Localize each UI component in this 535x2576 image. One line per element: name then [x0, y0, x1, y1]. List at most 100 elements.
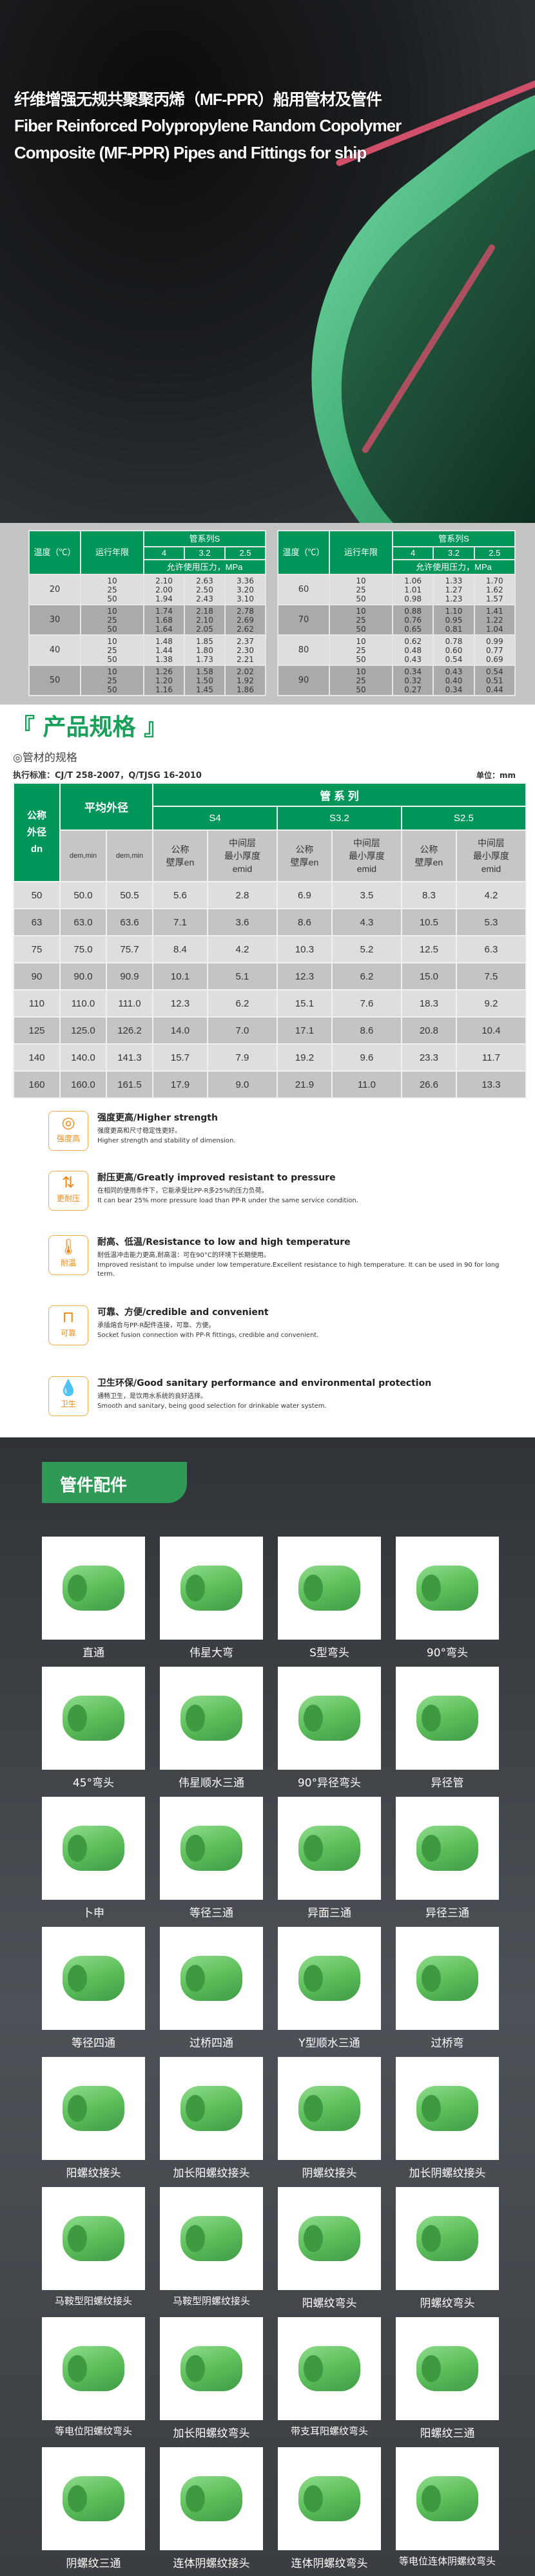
fitting-image[interactable] [396, 2447, 499, 2550]
fitting-shape [298, 2346, 360, 2391]
cell-temp: 50 [28, 665, 81, 696]
fitting-image[interactable] [42, 2187, 145, 2290]
table-cell: 4.2 [206, 935, 278, 963]
table-cell: 10.4 [455, 1016, 527, 1045]
fitting-image[interactable] [42, 1797, 145, 1900]
fitting-image[interactable] [160, 2447, 263, 2550]
fitting-image[interactable] [160, 1537, 263, 1640]
fitting-image[interactable] [42, 1667, 145, 1770]
fitting-image[interactable] [278, 1797, 381, 1900]
fitting-image[interactable] [160, 2057, 263, 2160]
feature-desc-cn: 通畅卫生，是饮用水系统的良好选择。 [97, 1393, 207, 1400]
fitting-image[interactable] [160, 2187, 263, 2290]
fitting-image[interactable] [278, 1667, 381, 1770]
fitting-shape [63, 2216, 124, 2261]
fitting-image[interactable] [278, 2317, 381, 2420]
table-cell: 15.7 [152, 1043, 208, 1072]
header-series: 管系列S [143, 530, 266, 547]
table-cell: 63.0 [59, 908, 107, 936]
feature-icon-label: 卫生 [60, 1399, 76, 1408]
cell-temp: 90 [277, 665, 330, 696]
fitting-shape [180, 2476, 242, 2521]
table-row: 63 63.0 63.6 7.1 3.6 8.6 4.3 10.5 5.3 [13, 908, 527, 936]
unit-text: 单位：mm [476, 771, 516, 780]
fitting-image[interactable] [42, 2317, 145, 2420]
table-row: 50 50.0 50.5 5.6 2.8 6.9 3.5 8.3 4.2 [13, 881, 527, 909]
cell-c2: 0.43 0.40 0.34 [433, 665, 475, 696]
cell-temp: 70 [277, 604, 330, 636]
table-cell: 50.5 [106, 881, 153, 909]
fitting-label: 90°弯头 [426, 1647, 469, 1660]
header-series: 管 系 列 [152, 782, 527, 807]
fitting-image[interactable] [396, 1927, 499, 2030]
fitting-label: 异面三通 [307, 1907, 351, 1920]
fitting-image[interactable] [160, 1927, 263, 2030]
table-cell: 7.0 [206, 1016, 278, 1045]
fitting-shape [298, 1956, 360, 2001]
fitting-image[interactable] [160, 1797, 263, 1900]
table-cell: 140 [13, 1043, 61, 1072]
feature-icon-box: 💧 卫生 [48, 1376, 88, 1416]
fitting-image[interactable] [42, 2057, 145, 2160]
fitting-image[interactable] [396, 1797, 499, 1900]
cell-temp: 60 [277, 574, 330, 605]
fitting-label: 阴螺纹接头 [302, 2167, 357, 2180]
table-row: 80 10 25 50 0.62 0.48 0.43 0.78 0.60 0.54 0.… [277, 634, 516, 666]
table-row: 40 10 25 50 1.48 1.44 1.38 1.85 1.80 1.73 2.… [28, 634, 267, 666]
fitting-image[interactable] [42, 1927, 145, 2030]
table-cell: 5.3 [455, 908, 527, 936]
header-dn: 公称 外径 dn [13, 782, 61, 882]
fitting-image[interactable] [396, 2187, 499, 2290]
table-cell: 3.6 [206, 908, 278, 936]
fitting-image[interactable] [278, 2187, 381, 2290]
cell-c2: 1.58 1.50 1.45 [183, 665, 226, 696]
hero-banner: 纤维增强无规共聚聚丙烯（MF-PPR）船用管材及管件 Fiber Reinfor… [0, 0, 535, 523]
fitting-image[interactable] [278, 1537, 381, 1640]
cell-c1: 1.48 1.44 1.38 [143, 634, 185, 666]
table-cell: 111.0 [106, 989, 153, 1018]
fitting-shape [416, 2086, 478, 2131]
fitting-label: 阴螺纹弯头 [420, 2297, 475, 2310]
header-s-value: 4 [391, 546, 434, 560]
fitting-image[interactable] [396, 1537, 499, 1640]
fitting-image[interactable] [396, 2057, 499, 2160]
ring-icon: ◎ [61, 1113, 75, 1132]
hero-title-cn: 纤维增强无规共聚聚丙烯（MF-PPR）船用管材及管件 [14, 91, 382, 109]
table-cell: 9.6 [331, 1043, 402, 1072]
thermometer-icon: 🌡 [58, 1238, 79, 1256]
table-cell: 10.3 [276, 935, 333, 963]
table-cell: 160.0 [59, 1070, 107, 1099]
fitting-image[interactable] [42, 2447, 145, 2550]
table-cell: 110 [13, 989, 61, 1018]
fitting-image[interactable] [278, 1927, 381, 2030]
fitting-image[interactable] [396, 2317, 499, 2420]
fitting-image[interactable] [278, 2057, 381, 2160]
fitting-image[interactable] [278, 2447, 381, 2550]
fitting-image[interactable] [160, 1667, 263, 1770]
table-cell: 7.5 [455, 962, 527, 990]
feature-icon-label: 可靠 [60, 1329, 76, 1338]
cell-c3: 1.70 1.62 1.57 [473, 574, 516, 605]
table-cell: 3.5 [331, 881, 402, 909]
fitting-image[interactable] [160, 2317, 263, 2420]
fitting-label: 直通 [83, 1647, 104, 1660]
fitting-label: 马鞍型阳螺纹接头 [54, 2295, 132, 2307]
header-en: 公称 壁厚en [152, 829, 208, 882]
fitting-shape [180, 1566, 242, 1611]
fitting-label: 阴螺纹三通 [66, 2557, 121, 2570]
fitting-shape [298, 1826, 360, 1871]
fitting-label: 阳螺纹三通 [420, 2427, 475, 2440]
fitting-shape [416, 1956, 478, 2001]
feature-desc-cn: 强度更高和尺寸稳定性更好。 [97, 1128, 181, 1135]
fitting-image[interactable] [42, 1537, 145, 1640]
table-cell: 6.2 [206, 989, 278, 1018]
cell-c1: 1.06 1.01 0.98 [391, 574, 434, 605]
table-row: 160 160.0 161.5 17.9 9.0 21.9 11.0 26.6 13.3 [13, 1070, 527, 1099]
table-cell: 12.5 [400, 935, 457, 963]
table-cell: 50 [13, 881, 61, 909]
table-cell: 21.9 [276, 1070, 333, 1099]
cell-temp: 80 [277, 634, 330, 666]
fitting-image[interactable] [396, 1667, 499, 1770]
header-en: 公称 壁厚en [400, 829, 457, 882]
header-s32: S3.2 [276, 806, 402, 831]
